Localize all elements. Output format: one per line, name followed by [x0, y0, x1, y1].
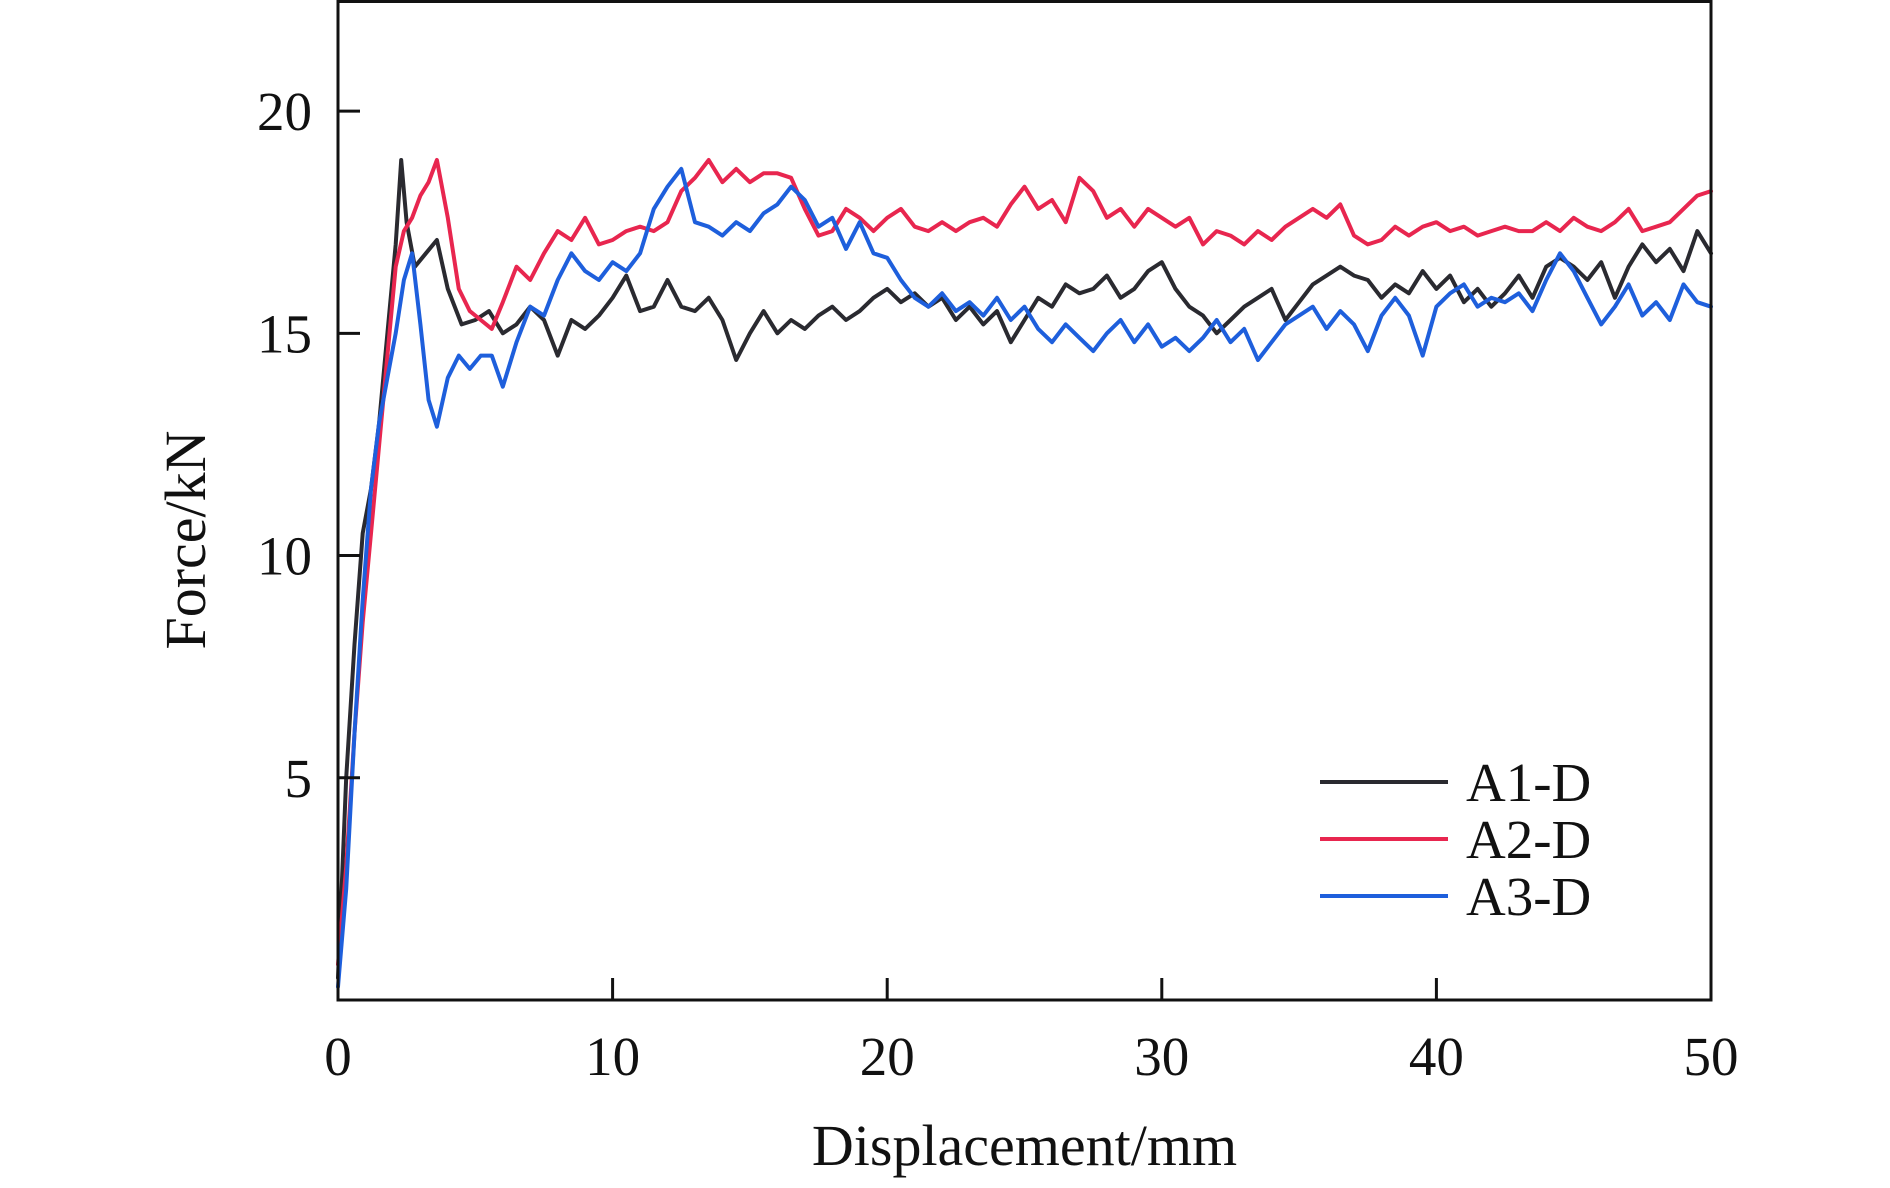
x-tick-label: 10 [585, 1026, 640, 1087]
series-layer [336, 158, 1713, 989]
tick-label-layer: 0 10 20 30 40 50 5 10 15 20 [257, 81, 1739, 1087]
x-tick-label: 50 [1684, 1026, 1739, 1087]
x-tick-label: 0 [324, 1026, 352, 1087]
x-axis-title: Displacement/mm [812, 1113, 1237, 1178]
plot-frame [336, 0, 1713, 1002]
ticks-layer [338, 109, 1713, 1000]
y-tick-label: 20 [257, 81, 312, 142]
x-tick-label: 20 [860, 1026, 915, 1087]
legend-label-a2-d: A2-D [1466, 809, 1591, 870]
y-tick-label: 15 [257, 303, 312, 364]
series-line-a3-d [336, 166, 1713, 989]
legend-label-a3-d: A3-D [1466, 866, 1591, 927]
x-tick-label: 40 [1409, 1026, 1464, 1087]
x-tick-label: 30 [1134, 1026, 1189, 1087]
y-axis-title: Force/kN [153, 430, 218, 649]
y-tick-label: 10 [257, 526, 312, 587]
legend: A1-DA2-DA3-D [1320, 752, 1591, 927]
series-line-a2-d [336, 158, 1713, 967]
legend-label-a1-d: A1-D [1466, 752, 1591, 813]
y-tick-label: 5 [285, 748, 313, 809]
